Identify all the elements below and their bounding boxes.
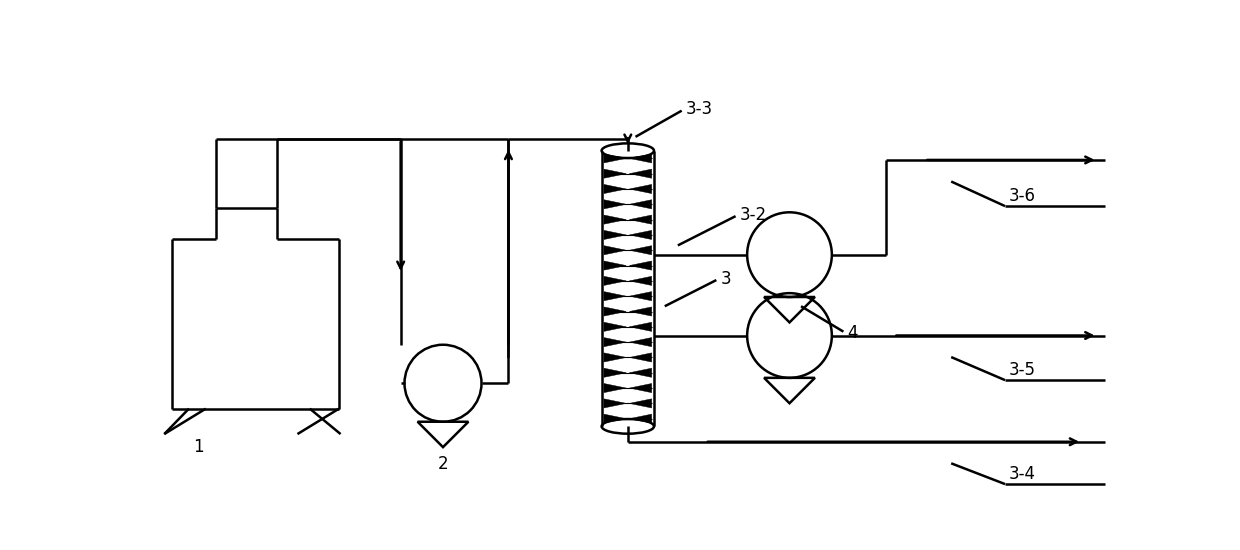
Polygon shape xyxy=(630,322,652,332)
Polygon shape xyxy=(630,154,652,163)
Text: 4: 4 xyxy=(847,324,858,342)
Text: 3-5: 3-5 xyxy=(1009,361,1035,379)
Polygon shape xyxy=(630,230,652,239)
Polygon shape xyxy=(604,215,626,224)
Polygon shape xyxy=(630,169,652,178)
Polygon shape xyxy=(604,276,626,285)
Polygon shape xyxy=(604,307,626,316)
Text: 3-2: 3-2 xyxy=(739,206,766,224)
Polygon shape xyxy=(604,169,626,178)
Polygon shape xyxy=(630,200,652,209)
Text: 2: 2 xyxy=(438,455,449,473)
Polygon shape xyxy=(604,200,626,209)
Polygon shape xyxy=(630,353,652,362)
Polygon shape xyxy=(630,261,652,270)
Polygon shape xyxy=(630,368,652,377)
Polygon shape xyxy=(604,292,626,301)
Polygon shape xyxy=(630,383,652,393)
Polygon shape xyxy=(604,338,626,346)
Text: 3: 3 xyxy=(720,270,730,288)
Polygon shape xyxy=(630,276,652,285)
Polygon shape xyxy=(630,215,652,224)
Polygon shape xyxy=(604,246,626,255)
Polygon shape xyxy=(604,154,626,163)
Polygon shape xyxy=(630,184,652,194)
Polygon shape xyxy=(604,383,626,393)
Text: 1: 1 xyxy=(193,438,203,456)
Polygon shape xyxy=(630,307,652,316)
Polygon shape xyxy=(604,399,626,408)
Polygon shape xyxy=(604,184,626,194)
Polygon shape xyxy=(630,399,652,408)
Polygon shape xyxy=(630,292,652,301)
Text: 3-6: 3-6 xyxy=(1009,187,1035,205)
Polygon shape xyxy=(630,246,652,255)
Text: 3-4: 3-4 xyxy=(1009,465,1035,483)
Polygon shape xyxy=(630,338,652,346)
Polygon shape xyxy=(630,414,652,424)
Polygon shape xyxy=(604,261,626,270)
Polygon shape xyxy=(604,414,626,424)
Polygon shape xyxy=(604,322,626,332)
Polygon shape xyxy=(604,230,626,239)
Polygon shape xyxy=(604,368,626,377)
Polygon shape xyxy=(604,353,626,362)
Text: 3-3: 3-3 xyxy=(686,100,713,118)
